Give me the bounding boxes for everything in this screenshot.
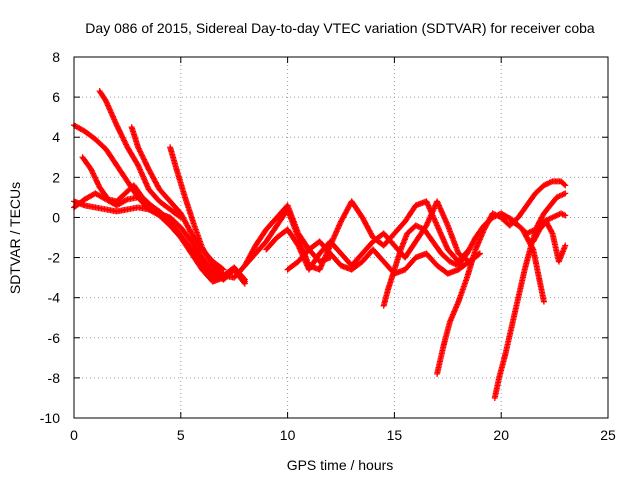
chart: 0 5 10 15 20 25 -10 -8 -6 -4 -2 0 2 4 6 8 Day 086 of 2… [0, 0, 640, 480]
y-tick-label: 4 [52, 129, 60, 145]
y-tick-label: 8 [52, 49, 60, 65]
y-tick-label: -8 [48, 370, 61, 386]
y-tick-label: -2 [48, 250, 61, 266]
x-tick-label: 0 [70, 427, 78, 443]
chart-title: Day 086 of 2015, Sidereal Day-to-day VTE… [85, 20, 595, 36]
y-axis-label: SDTVAR / TECUs [7, 182, 23, 294]
y-tick-label: 2 [52, 169, 60, 185]
y-tick-label: -10 [40, 410, 60, 426]
y-tick-label: 0 [52, 209, 60, 225]
x-tick-label: 20 [493, 427, 509, 443]
x-tick-label: 25 [600, 427, 616, 443]
x-tick-label: 15 [387, 427, 403, 443]
x-tick-label: 5 [177, 427, 185, 443]
x-axis-label: GPS time / hours [287, 457, 394, 473]
y-tick-label: 6 [52, 89, 60, 105]
y-tick-label: -6 [48, 330, 61, 346]
x-tick-label: 10 [280, 427, 296, 443]
y-tick-label: -4 [48, 290, 61, 306]
